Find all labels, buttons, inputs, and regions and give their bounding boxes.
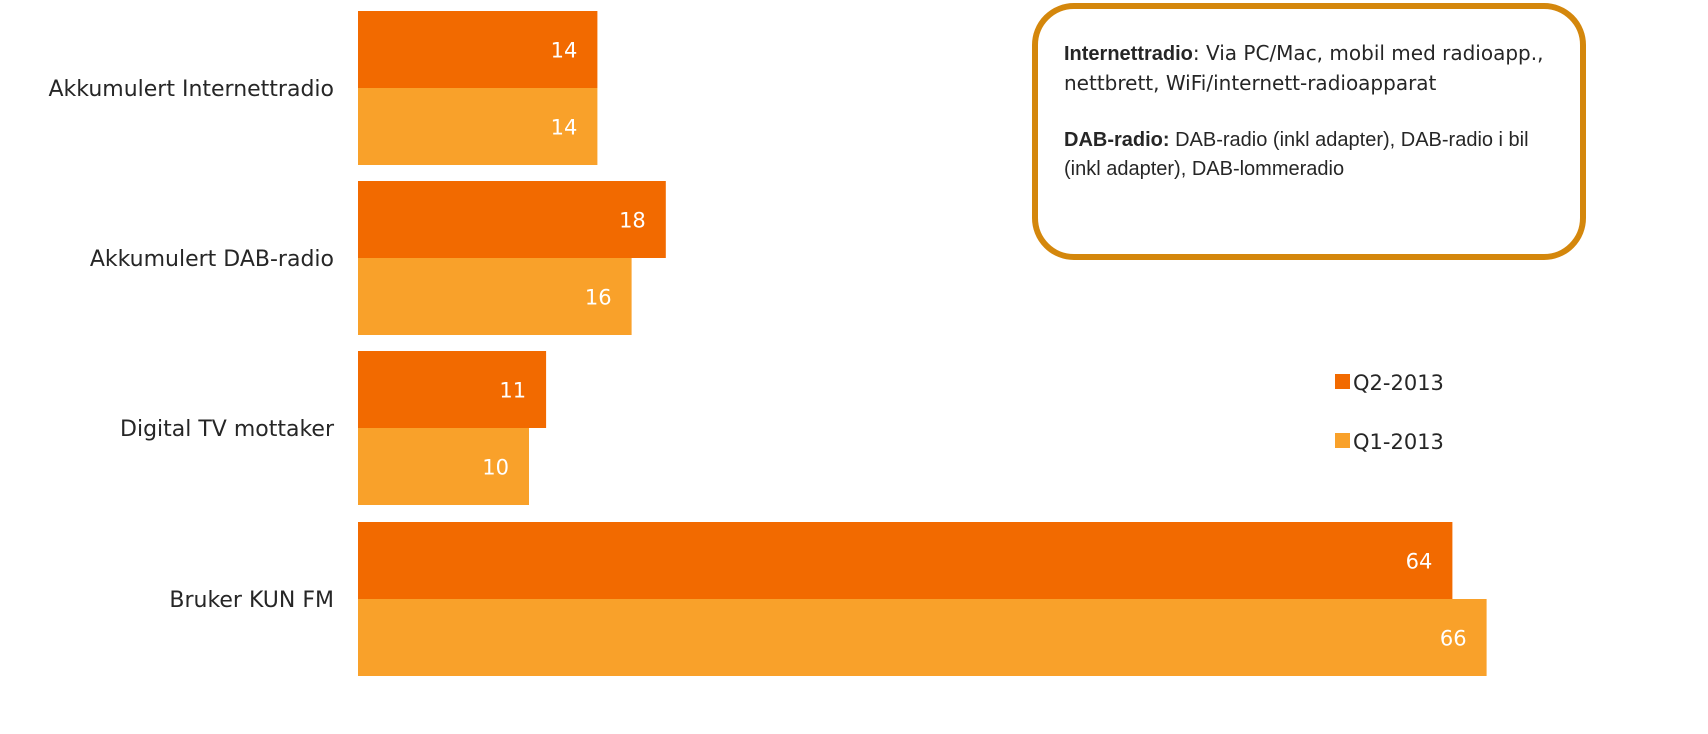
internettradio-description: : Via PC/Mac, mobil med radioapp., nettb… [1064, 41, 1544, 95]
legend-label-q2-2013: Q2-2013 [1353, 371, 1444, 395]
dab-radio-term: DAB-radio: [1064, 129, 1170, 151]
data-label-q2-2013-bruker-kun-fm: 64 [1406, 550, 1433, 574]
internettradio-term: Internettradio [1064, 43, 1193, 65]
data-label-q1-2013-akkumulert-dab-radio: 16 [585, 286, 612, 310]
data-label-q2-2013-akkumulert-internettradio: 14 [551, 39, 578, 63]
bar-q1-2013-bruker-kun-fm [358, 599, 1487, 676]
legend-swatch-q1-2013 [1335, 433, 1350, 448]
data-label-q1-2013-bruker-kun-fm: 66 [1440, 627, 1467, 651]
category-label-digital-tv-mottaker: Digital TV mottaker [120, 417, 335, 442]
data-label-q1-2013-akkumulert-internettradio: 14 [551, 116, 578, 140]
bar-q2-2013-akkumulert-dab-radio [358, 181, 666, 258]
data-label-q2-2013-akkumulert-dab-radio: 18 [619, 209, 646, 233]
definition-box: Internettradio: Via PC/Mac, mobil med ra… [1032, 3, 1586, 260]
category-label-bruker-kun-fm: Bruker KUN FM [169, 588, 334, 613]
data-label-q1-2013-digital-tv-mottaker: 10 [482, 456, 509, 480]
dab-radio-definition: DAB-radio: DAB-radio (inkl adapter), DAB… [1064, 126, 1564, 184]
bar-q2-2013-bruker-kun-fm [358, 522, 1453, 599]
internettradio-definition: Internettradio: Via PC/Mac, mobil med ra… [1064, 39, 1564, 98]
bar-q1-2013-digital-tv-mottaker [358, 428, 529, 505]
category-label-akkumulert-dab-radio: Akkumulert DAB-radio [90, 247, 334, 272]
bar-q1-2013-akkumulert-dab-radio [358, 258, 632, 335]
category-label-akkumulert-internettradio: Akkumulert Internettradio [48, 77, 334, 102]
data-label-q2-2013-digital-tv-mottaker: 11 [499, 379, 526, 403]
dab-radio-description: DAB-radio (inkl adapter), DAB-radio i bi… [1064, 129, 1529, 180]
bar-q1-2013-akkumulert-internettradio [358, 88, 598, 165]
bar-q2-2013-digital-tv-mottaker [358, 351, 547, 428]
legend-label-q1-2013: Q1-2013 [1353, 430, 1444, 454]
bar-q2-2013-akkumulert-internettradio [358, 11, 598, 88]
legend-swatch-q2-2013 [1335, 374, 1350, 389]
